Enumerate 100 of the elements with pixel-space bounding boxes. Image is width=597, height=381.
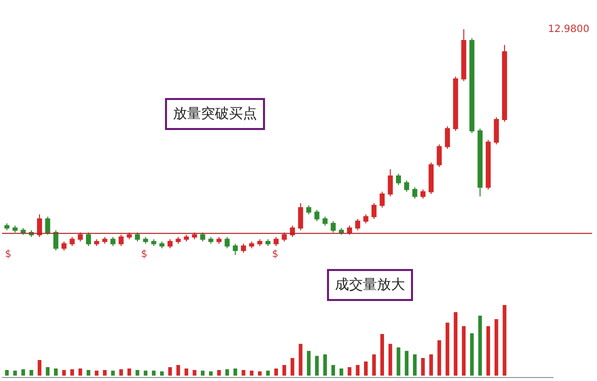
bar	[242, 370, 246, 376]
candlestick	[265, 238, 270, 247]
candlestick	[86, 232, 91, 247]
bar	[315, 356, 319, 376]
candlestick	[184, 234, 189, 242]
candlestick	[53, 230, 58, 252]
bar	[13, 370, 17, 376]
candlestick	[62, 240, 66, 252]
bar	[30, 370, 34, 376]
bar	[470, 333, 474, 376]
bar	[102, 370, 107, 376]
candlestick	[143, 236, 148, 244]
bar	[462, 326, 466, 376]
candlestick	[102, 236, 108, 244]
bar	[494, 319, 498, 376]
candlestick	[78, 232, 83, 242]
bar	[412, 354, 417, 376]
candlestick	[282, 232, 287, 242]
bar	[323, 354, 327, 376]
candlestick	[134, 232, 140, 242]
candlestick	[200, 232, 206, 242]
bar	[192, 370, 196, 376]
annotation: $	[141, 249, 148, 260]
bar	[233, 368, 238, 376]
candlestick	[420, 189, 426, 200]
bar	[144, 370, 148, 376]
candlestick	[232, 243, 238, 256]
bar	[372, 354, 376, 376]
candlestick	[4, 222, 10, 231]
candlestick	[355, 218, 360, 231]
bar	[502, 305, 506, 376]
candlestick	[380, 191, 385, 208]
bar	[78, 368, 82, 376]
candlestick	[20, 227, 26, 236]
candlestick	[208, 236, 214, 244]
candlestick	[347, 225, 352, 236]
bar	[437, 340, 442, 376]
candlestick	[298, 202, 304, 231]
candlestick	[469, 38, 474, 134]
bar	[454, 312, 458, 376]
bar	[380, 334, 384, 376]
bar	[46, 367, 50, 376]
bar	[86, 370, 90, 376]
candlestick	[192, 232, 198, 240]
bar	[429, 354, 433, 376]
candlestick	[118, 234, 124, 247]
candlestick	[151, 238, 156, 247]
annotation: 放量突破买点	[173, 106, 257, 122]
candlestick	[461, 28, 466, 82]
bar	[250, 370, 254, 376]
bar	[225, 369, 229, 376]
bar	[200, 370, 205, 376]
candlestick	[453, 76, 458, 132]
candlestick	[168, 238, 173, 249]
candlestick	[478, 128, 483, 197]
bar	[168, 367, 172, 376]
bar	[364, 361, 368, 376]
candlestick	[338, 227, 344, 236]
candlestick	[70, 236, 75, 247]
bar	[5, 370, 9, 376]
bar	[160, 371, 164, 376]
bar	[340, 368, 344, 376]
candlestick	[404, 180, 410, 192]
bar	[152, 370, 156, 376]
bar	[217, 370, 221, 376]
bar	[21, 369, 26, 376]
candlestick	[486, 139, 491, 190]
bar	[38, 360, 42, 376]
bar	[176, 365, 180, 376]
bar	[70, 369, 74, 376]
candlestick	[216, 236, 222, 244]
bar	[258, 371, 262, 376]
candlestick	[428, 162, 434, 195]
annotation: $	[272, 249, 278, 260]
bar	[282, 365, 286, 376]
candlestick	[224, 236, 230, 249]
bar	[396, 347, 400, 376]
bar	[290, 358, 294, 376]
candlestick	[444, 126, 450, 150]
candlestick	[436, 144, 442, 168]
bar	[404, 350, 408, 376]
candlestick	[240, 243, 246, 254]
bar	[348, 367, 352, 376]
candlestick	[126, 232, 132, 240]
bar	[331, 365, 336, 376]
bar	[62, 370, 66, 376]
candlestick	[45, 216, 50, 236]
candlestick	[330, 220, 336, 233]
bar	[136, 370, 140, 376]
text: 12.9800	[548, 24, 590, 35]
bar	[111, 370, 115, 376]
bar	[209, 371, 213, 376]
candlestick	[12, 225, 18, 233]
bar	[274, 368, 278, 376]
bar	[266, 370, 270, 376]
bar	[127, 368, 132, 376]
bar	[421, 358, 425, 376]
candlestick	[274, 236, 279, 247]
bar	[54, 368, 58, 376]
bar	[184, 368, 188, 376]
